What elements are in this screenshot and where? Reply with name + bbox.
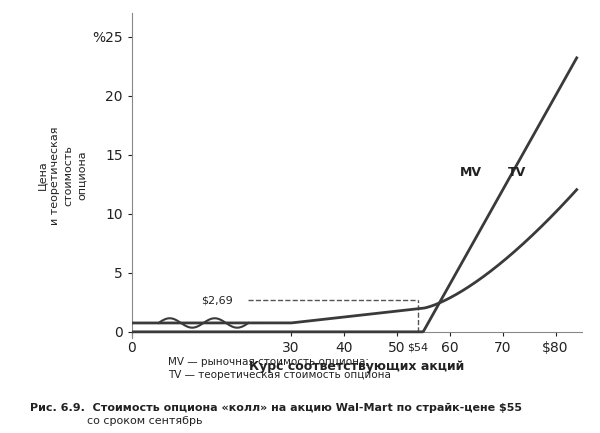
Text: TV: TV [508, 166, 526, 179]
X-axis label: Курс соответствующих акций: Курс соответствующих акций [250, 360, 464, 373]
Text: $2,69: $2,69 [201, 295, 233, 305]
Text: MV: MV [460, 166, 482, 179]
Text: TV — теоретическая стоимость опциона: TV — теоретическая стоимость опциона [168, 370, 391, 380]
Text: MV — рыночная стоимость опциона;: MV — рыночная стоимость опциона; [168, 357, 369, 367]
Text: $54: $54 [407, 343, 428, 352]
Y-axis label: Цена
и теоретическая
стоимость
опциона: Цена и теоретическая стоимость опциона [37, 126, 87, 225]
Text: со сроком сентябрь: со сроком сентябрь [87, 416, 203, 426]
Text: Рис. 6.9.  Стоимость опциона «колл» на акцию Wal-Mart по страйк-цене $55: Рис. 6.9. Стоимость опциона «колл» на ак… [30, 403, 522, 413]
